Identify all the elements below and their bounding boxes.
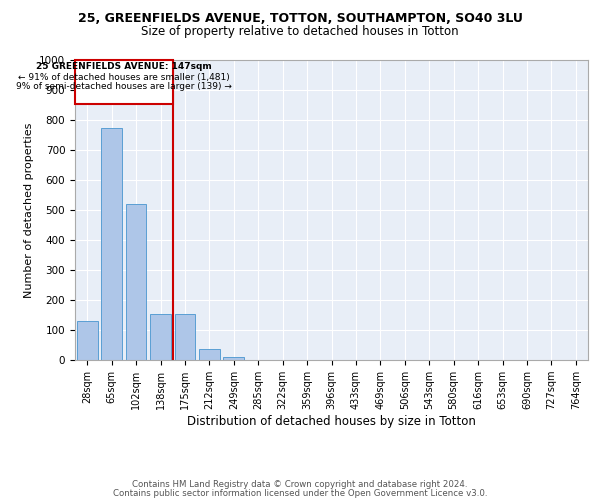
Bar bbox=[125, 204, 146, 360]
Text: 25 GREENFIELDS AVENUE: 147sqm: 25 GREENFIELDS AVENUE: 147sqm bbox=[36, 62, 212, 72]
Bar bbox=[199, 349, 220, 360]
Text: Contains HM Land Registry data © Crown copyright and database right 2024.: Contains HM Land Registry data © Crown c… bbox=[132, 480, 468, 489]
Bar bbox=[77, 321, 98, 360]
Bar bbox=[223, 357, 244, 360]
X-axis label: Distribution of detached houses by size in Totton: Distribution of detached houses by size … bbox=[187, 415, 476, 428]
Bar bbox=[150, 314, 171, 360]
Bar bbox=[175, 314, 196, 360]
Text: Size of property relative to detached houses in Totton: Size of property relative to detached ho… bbox=[141, 25, 459, 38]
Y-axis label: Number of detached properties: Number of detached properties bbox=[23, 122, 34, 298]
Bar bbox=[75, 60, 173, 104]
Text: 9% of semi-detached houses are larger (139) →: 9% of semi-detached houses are larger (1… bbox=[16, 82, 232, 90]
Text: ← 91% of detached houses are smaller (1,481): ← 91% of detached houses are smaller (1,… bbox=[18, 72, 230, 82]
Bar bbox=[101, 128, 122, 360]
Text: 25, GREENFIELDS AVENUE, TOTTON, SOUTHAMPTON, SO40 3LU: 25, GREENFIELDS AVENUE, TOTTON, SOUTHAMP… bbox=[77, 12, 523, 26]
Text: Contains public sector information licensed under the Open Government Licence v3: Contains public sector information licen… bbox=[113, 488, 487, 498]
